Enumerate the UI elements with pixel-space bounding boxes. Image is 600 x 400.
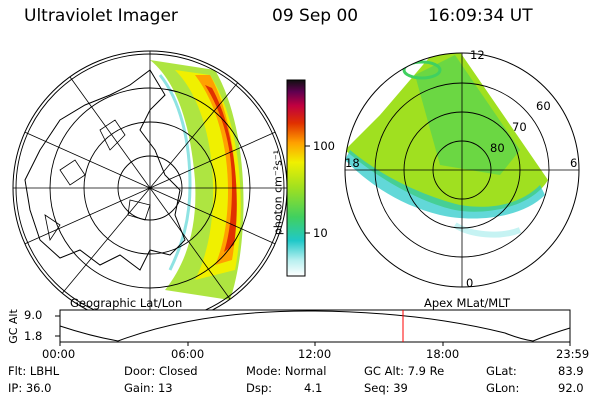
mlat-label-60: 60 — [536, 99, 551, 113]
altitude-curve — [59, 310, 571, 342]
info-dsp-label: Dsp: — [246, 381, 273, 395]
info-gc-alt: GC Alt: 7.9 Re — [364, 364, 445, 378]
timeline-xtick-0000: 00:00 — [42, 347, 76, 361]
colorbar-unit-label: photon cm⁻²s⁻¹ — [271, 149, 285, 236]
info-gain: Gain: 13 — [124, 381, 173, 395]
mlt-label-6: 6 — [570, 156, 578, 170]
timeline-ytick-low: 1.8 — [24, 329, 43, 343]
info-dsp-value: 4.1 — [304, 381, 323, 395]
info-glon-label: GLon: — [486, 381, 520, 395]
info-glat-value: 83.9 — [558, 364, 584, 378]
timeline-xtick-0600: 06:00 — [171, 347, 205, 361]
mlat-mlt-map — [345, 53, 579, 287]
timeline-ytick-high: 9.0 — [24, 308, 43, 322]
info-ip: IP: 36.0 — [8, 381, 52, 395]
info-seq: Seq: 39 — [364, 381, 408, 395]
left-panel-caption: Geographic Lat/Lon — [70, 296, 183, 310]
header-date: 09 Sep 00 — [272, 6, 359, 26]
mlat-label-80: 80 — [490, 141, 505, 155]
geographic-map — [13, 51, 287, 325]
mlat-label-70: 70 — [512, 120, 527, 134]
colorbar-scale — [286, 79, 306, 277]
timeline-xtick-1800: 18:00 — [426, 347, 460, 361]
info-mode: Mode: Normal — [246, 364, 327, 378]
timeline-xtick-1200: 12:00 — [298, 347, 332, 361]
colorbar — [286, 79, 310, 277]
header-time: 16:09:34 UT — [428, 6, 533, 26]
gc-altitude-timeline — [55, 309, 571, 346]
mlt-label-12: 12 — [470, 48, 485, 62]
coastlines — [24, 69, 186, 271]
info-door: Door: Closed — [124, 364, 198, 378]
right-panel-caption: Apex MLat/MLT — [424, 296, 511, 310]
mlt-label-18: 18 — [345, 156, 360, 170]
timeline-axis-label: GC Alt — [6, 309, 20, 344]
timeline-xtick-2359: 23:59 — [556, 347, 590, 361]
info-glat-label: GLat: — [486, 364, 517, 378]
colorbar-tick-10: 10 — [313, 226, 328, 240]
info-glon-value: 92.0 — [558, 381, 584, 395]
mlt-label-0: 0 — [466, 276, 474, 290]
colorbar-tick-100: 100 — [313, 139, 335, 153]
info-flt: Flt: LBHL — [8, 364, 60, 378]
app-title: Ultraviolet Imager — [24, 6, 178, 26]
